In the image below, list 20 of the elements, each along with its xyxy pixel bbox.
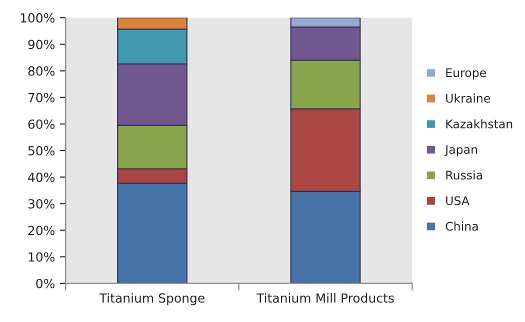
y-tick-label: 70%: [28, 92, 55, 102]
legend-label: Europe: [446, 68, 486, 80]
y-tick-label: 30%: [28, 199, 55, 209]
y-tick-label: 100%: [20, 13, 55, 23]
y-tick-label: 40%: [28, 172, 55, 182]
y-tick-label: 20%: [28, 226, 55, 236]
legend-label: Ukraine: [446, 94, 490, 103]
x-tick-label: Titanium Sponge: [99, 293, 204, 306]
y-tick-label: 90%: [28, 40, 55, 50]
y-tick-label: 60%: [28, 119, 55, 129]
y-tick-label: 10%: [28, 252, 55, 262]
y-tick-label: 0%: [36, 278, 55, 288]
legend-label: Kazakhstan: [446, 119, 512, 128]
y-tick-label: 50%: [28, 146, 55, 156]
legend-label: Japan: [444, 145, 478, 156]
y-tick-label: 80%: [28, 66, 55, 76]
legend-label: USA: [446, 196, 470, 206]
legend-label: Russia: [446, 170, 482, 180]
x-tick-label: Titanium Mill Products: [256, 293, 394, 303]
legend-label: China: [446, 222, 478, 231]
